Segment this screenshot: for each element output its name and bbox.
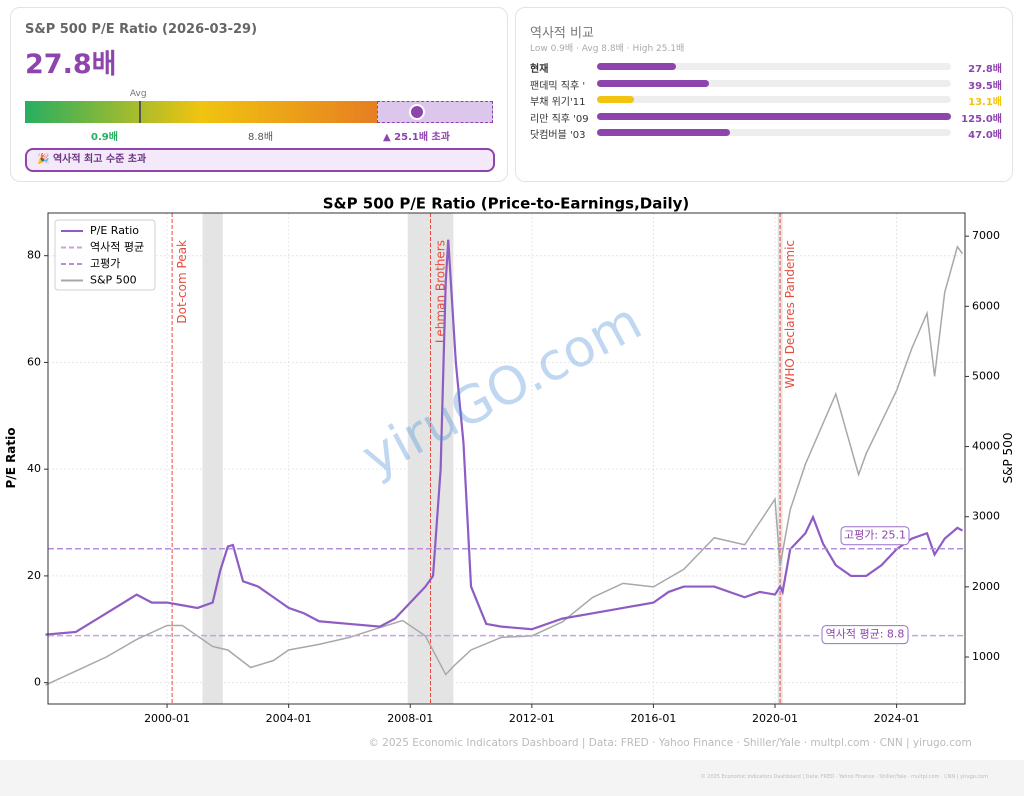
legend-label: 고평가 (90, 257, 120, 270)
row-track (597, 96, 951, 103)
row-bar (597, 129, 731, 136)
y2-tick-label: 3000 (972, 510, 1000, 523)
badge: 🎉 역사적 최고 수준 초과 (25, 148, 495, 172)
row-track (597, 129, 951, 136)
gauge-fill (25, 101, 377, 123)
x-tick-label: 2016-01 (630, 712, 676, 725)
y-tick-label: 80 (27, 249, 41, 262)
reference-box (821, 625, 909, 645)
y2-tick-label: 7000 (972, 229, 1000, 242)
y-axis-label: P/E Ratio (4, 428, 18, 489)
avg-marker (138, 101, 141, 123)
series-line (45, 244, 964, 686)
row-track (597, 63, 951, 70)
low-label: 0.9배 (91, 132, 118, 143)
row-label: 팬데믹 직후 ' (530, 80, 586, 92)
y2-tick-label: 1000 (972, 650, 1000, 663)
current-value: 27.8배 (25, 49, 117, 80)
y2-axis-label: S&P 500 (1001, 433, 1015, 484)
row-bar (597, 96, 635, 103)
over-label: ▲ 25.1배 초과 (383, 132, 450, 143)
legend-label: 역사적 평균 (90, 241, 144, 254)
gauge-over (377, 101, 493, 123)
row-bar (597, 79, 709, 87)
y2-tick-label: 4000 (972, 440, 1000, 453)
y2-tick-label: 6000 (972, 299, 1000, 312)
event-label: Dot-com Peak (175, 240, 189, 324)
y2-tick-label: 5000 (972, 369, 1000, 382)
footer: © 2025 Economic Indicators Dashboard | D… (368, 737, 971, 749)
row-label: 현재 (530, 64, 549, 75)
row-value: 125.0배 (961, 113, 1002, 125)
row-value: 47.0배 (968, 130, 1002, 141)
avg-label: 8.8배 (248, 132, 274, 143)
plot-frame (47, 212, 966, 705)
row-value: 27.8배 (968, 64, 1002, 75)
reference-label: 고평가: 25.1 (844, 529, 906, 542)
row-track (597, 79, 951, 87)
avg-marker-label: Avg (129, 89, 147, 99)
row-label: 리만 직후 '09 (530, 113, 589, 125)
x-tick-label: 2000-01 (144, 712, 190, 725)
event-label: WHO Declares Pandemic (783, 240, 797, 388)
y-tick-label: 40 (27, 462, 41, 475)
row-bar (597, 112, 951, 120)
current-marker (409, 104, 426, 120)
y-tick-label: 0 (34, 676, 41, 689)
row-value: 39.5배 (968, 80, 1002, 92)
y-tick-label: 60 (27, 355, 41, 368)
recession-band (777, 213, 783, 704)
comparison-summary: Low 0.9배 · Avg 8.8배 · High 25.1배 (530, 44, 685, 54)
row-value: 13.1배 (968, 97, 1002, 108)
recession-band (202, 213, 223, 704)
card-title: S&P 500 P/E Ratio (2026-03-29) (25, 22, 258, 37)
reference-box (840, 526, 910, 546)
x-tick-label: 2008-01 (387, 712, 433, 725)
watermark: yiruGO.com (353, 292, 652, 489)
y-tick-label: 20 (27, 569, 41, 582)
x-tick-label: 2004-01 (266, 712, 312, 725)
badge-icon: 🎉 (37, 154, 50, 165)
comparison-title: 역사적 비교 (530, 26, 594, 41)
row-label: 닷컴버블 '03 (530, 130, 586, 141)
x-tick-label: 2020-01 (752, 712, 798, 725)
x-tick-label: 2012-01 (509, 712, 555, 725)
badge-text: 역사적 최고 수준 초과 (52, 154, 147, 165)
chart-title: S&P 500 P/E Ratio (Price-to-Earnings,Dai… (323, 195, 690, 213)
y2-tick-label: 2000 (972, 580, 1000, 593)
legend-box (54, 219, 156, 291)
gauge: Avg (25, 89, 493, 123)
series-line (45, 239, 963, 636)
legend-label: P/E Ratio (90, 224, 139, 237)
reference-label: 역사적 평균: 8.8 (826, 628, 905, 641)
legend-label: S&P 500 (90, 274, 137, 287)
chart: S&P 500 P/E Ratio (Price-to-Earnings,Dai… (4, 195, 1015, 750)
pe-card: S&P 500 P/E Ratio (2026-03-29) 27.8배 Avg… (10, 7, 508, 182)
footer-small: © 2025 Economic Indicators Dashboard | D… (700, 774, 988, 780)
comparison-card: 역사적 비교 Low 0.9배 · Avg 8.8배 · High 25.1배 … (515, 7, 1013, 182)
x-tick-label: 2024-01 (874, 712, 920, 725)
row-bar (597, 63, 676, 70)
row-label: 부채 위기'11 (530, 97, 586, 108)
bottom-bar: © 2025 Economic Indicators Dashboard | D… (0, 760, 1024, 796)
